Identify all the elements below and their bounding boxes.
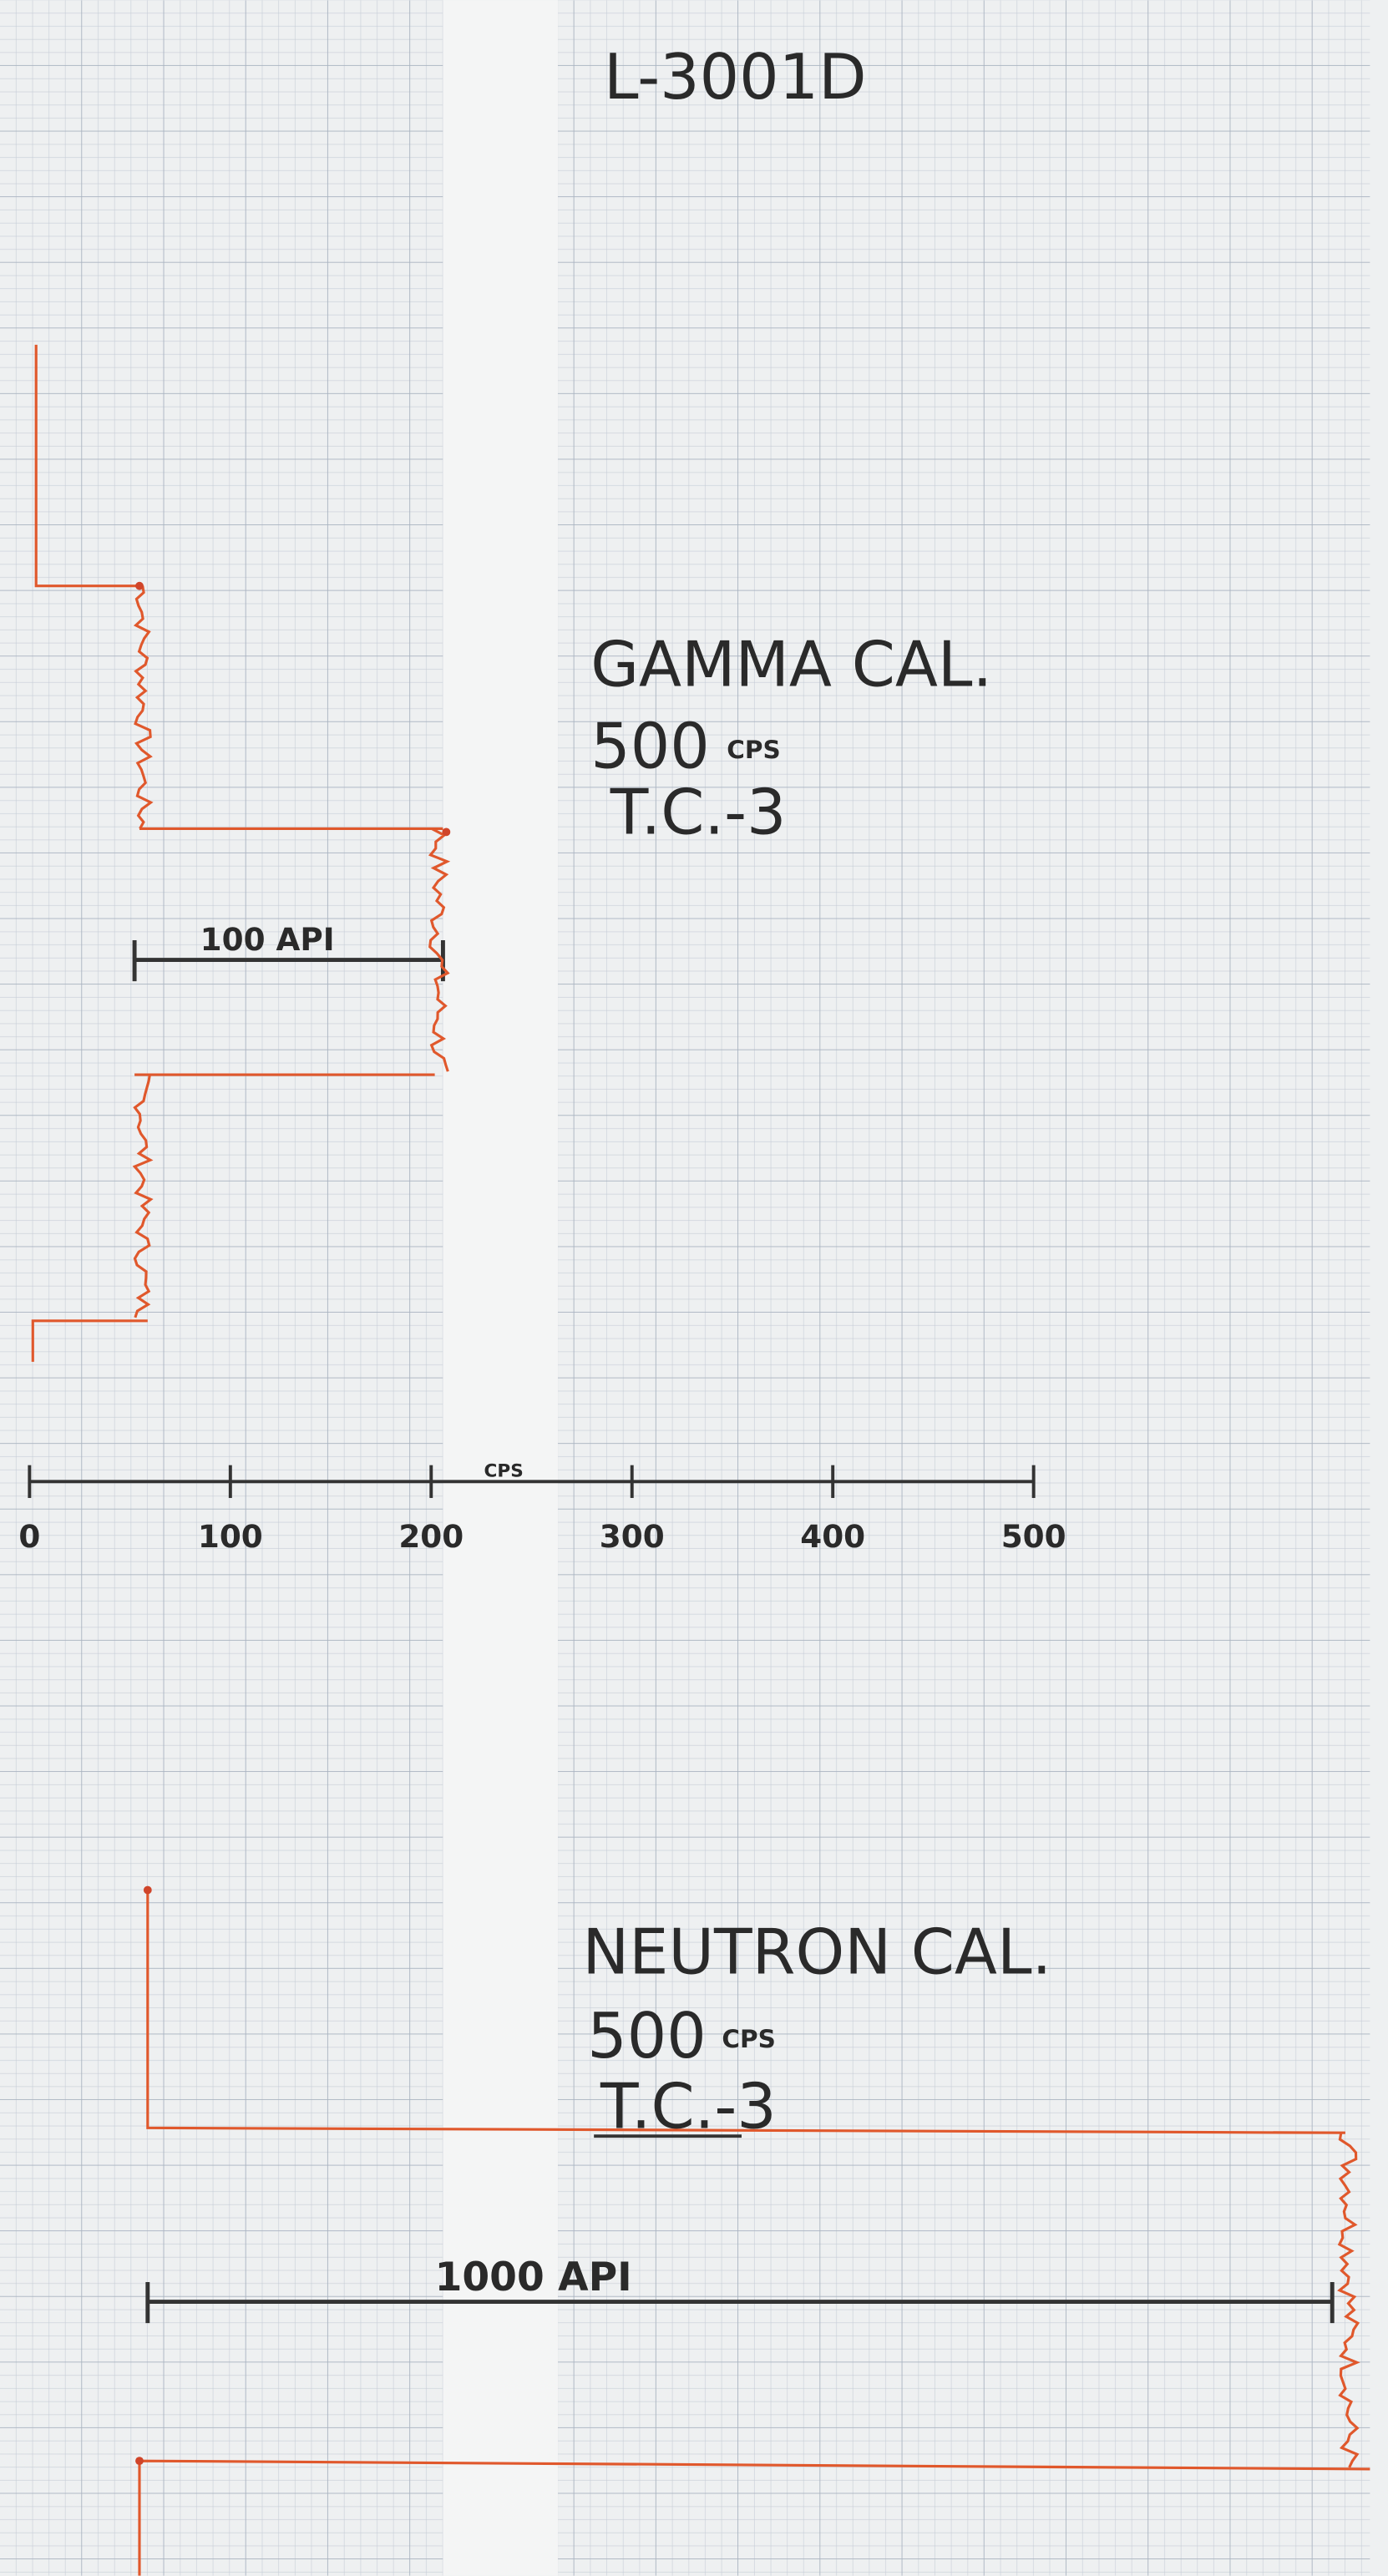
- gamma-trace: [132, 1074, 154, 1318]
- scale-tick-label: 400: [800, 1518, 865, 1555]
- right-track-grid: [557, 0, 1370, 2576]
- neutron-trace: [1337, 2132, 1360, 2468]
- neutron-api-label: 1000 API: [435, 2255, 632, 2300]
- trace-dot: [143, 1885, 152, 1895]
- neutron-title: NEUTRON CAL.: [582, 1916, 1051, 1989]
- gamma-api-label: 100 API: [200, 921, 335, 958]
- scale-tick-label: 300: [600, 1518, 665, 1555]
- gamma-rate-unit: CPS: [727, 736, 780, 764]
- scale-tick-label: 100: [198, 1518, 263, 1555]
- scale-tick-label: 0: [18, 1518, 40, 1555]
- trace-dot: [135, 581, 144, 590]
- gamma-trace: [428, 827, 451, 1072]
- gamma-time-constant: T.C.-3: [610, 776, 787, 848]
- neutron-trace: [146, 1890, 1345, 2134]
- gamma-trace: [31, 1319, 148, 1362]
- scale-tick-label: 500: [1001, 1518, 1066, 1555]
- sheet-title: L-3001D: [604, 41, 867, 114]
- gamma-title: GAMMA CAL.: [590, 629, 992, 701]
- neutron-time-constant: T.C.-3: [600, 2070, 777, 2143]
- gamma-trace: [133, 585, 154, 830]
- left-track-grid: [0, 0, 443, 2576]
- neutron-rate: 500: [587, 2000, 706, 2072]
- trace-dot: [442, 827, 451, 837]
- depth-strip: [443, 0, 558, 2576]
- gamma-trace: [34, 344, 139, 588]
- gamma-rate: 500: [590, 711, 709, 783]
- scale-unit: CPS: [484, 1460, 524, 1481]
- neutron-rate-unit: CPS: [722, 2025, 775, 2053]
- trace-dot: [135, 2457, 144, 2466]
- scale-tick-label: 200: [398, 1518, 464, 1555]
